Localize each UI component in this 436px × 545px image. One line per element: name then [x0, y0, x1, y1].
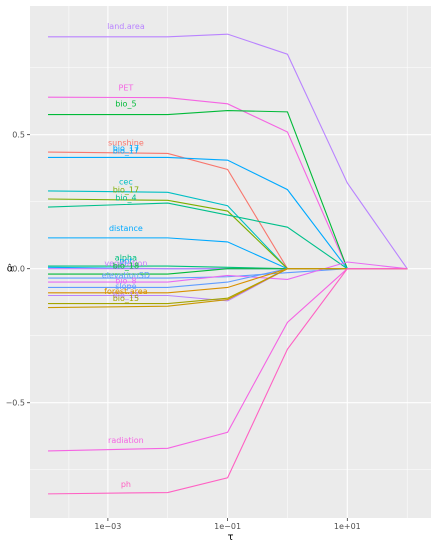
y-tick-label: −0.5	[6, 399, 25, 408]
series-line-ph	[48, 268, 408, 495]
series-labels: land.areaPETbio_5sunshinebio_17bio_17cec…	[102, 22, 150, 489]
series-label-alpha: alpha	[115, 254, 137, 263]
x-axis-title: τ	[227, 532, 233, 543]
series-line-land.area	[48, 33, 408, 270]
series-label-ppt: ppt	[119, 256, 132, 265]
series-label-sunshine: sunshine	[108, 138, 144, 147]
series-label-elevationSD: elevationSD	[102, 271, 150, 280]
x-tick-label: 1e+01	[334, 522, 361, 531]
series-label-bio_5: bio_5	[115, 100, 136, 109]
series-label-bio_8: bio_8	[115, 276, 136, 285]
y-axis-title: α̂	[7, 263, 14, 275]
series-label-bio_4: bio_4	[115, 193, 136, 202]
series-label-ph: ph	[121, 480, 131, 489]
y-tick-labels: 0.5 0.0 −0.5	[6, 131, 30, 408]
series-lines	[48, 33, 408, 495]
series-label-forest.area: forest.area	[104, 287, 148, 296]
plot-panel	[30, 6, 431, 518]
series-label-radiation: radiation	[108, 436, 144, 445]
x-tick-labels: 1e−03 1e−01 1e+01	[94, 518, 361, 531]
series-label-distance: distance	[109, 224, 143, 233]
series-label-bio_17: bio_17	[113, 144, 139, 153]
series-label-bio_13: bio_13	[113, 291, 139, 300]
series-label-vegetation: vegetation	[104, 259, 147, 268]
series-label-bio_17: bio_17	[113, 146, 139, 155]
x-tick-label: 1e−03	[94, 522, 121, 531]
series-label-bio_15: bio_15	[113, 294, 139, 303]
series-label-slope: slope	[115, 282, 136, 291]
y-tick-label: 0.5	[12, 131, 25, 140]
series-label-land.area: land.area	[107, 22, 145, 31]
x-tick-label: 1e−01	[214, 522, 241, 531]
series-label-cec: cec	[119, 177, 133, 186]
series-label-PET: PET	[119, 83, 134, 92]
minor-grid	[30, 6, 431, 518]
series-label-bio_17: bio_17	[113, 185, 139, 194]
series-line-bio_8	[48, 261, 408, 283]
series-label-bio_18: bio_18	[113, 262, 139, 271]
y-tick-label: 0.0	[12, 265, 25, 274]
